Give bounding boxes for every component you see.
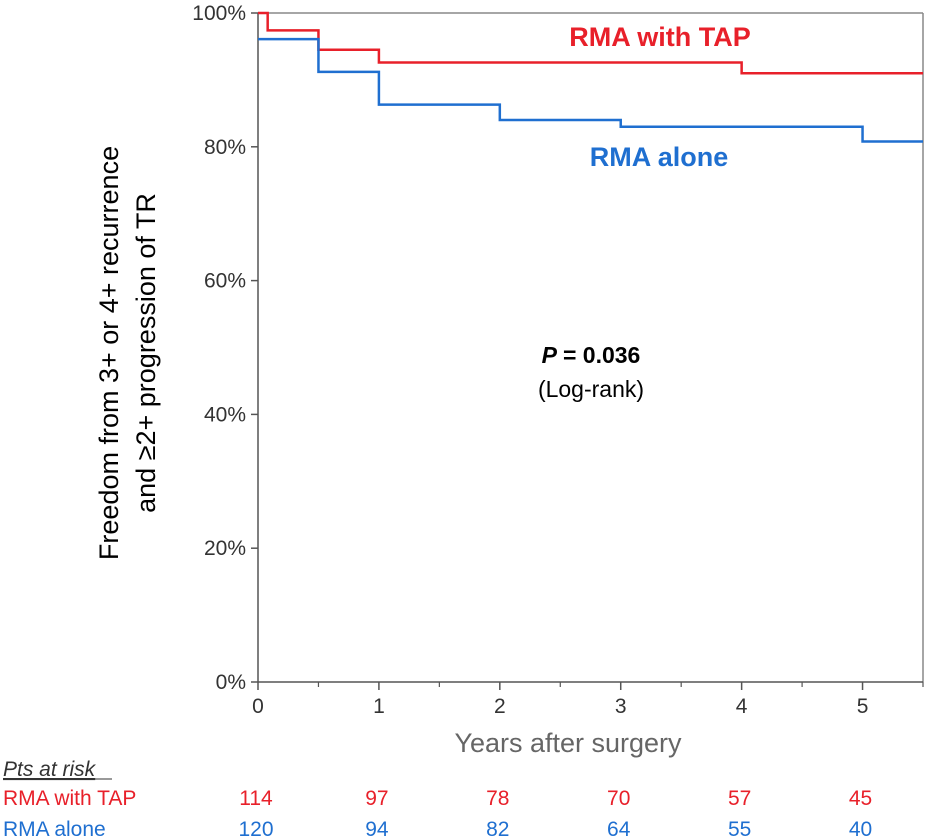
x-tick-label: 5 <box>857 695 869 718</box>
y-axis-title-line1: Freedom from 3+ or 4+ recurrence <box>94 146 124 560</box>
risk-count: 40 <box>849 818 872 838</box>
p-value: = 0.036 <box>563 342 640 368</box>
y-tick-label: 20% <box>204 537 246 560</box>
x-tick-label: 2 <box>494 695 506 718</box>
risk-row-label: RMA with TAP <box>3 787 136 810</box>
risk-count: 78 <box>486 787 509 810</box>
y-tick-label: 60% <box>204 270 246 293</box>
risk-count: 45 <box>849 787 872 810</box>
y-tick-label: 40% <box>204 403 246 426</box>
risk-table-title: Pts at risk <box>3 758 97 781</box>
risk-count: 55 <box>728 818 751 838</box>
y-tick-label: 0% <box>216 671 246 694</box>
test-label: (Log-rank) <box>538 376 644 402</box>
series-label-rma-alone: RMA alone <box>590 142 729 172</box>
x-tick-label: 0 <box>252 695 264 718</box>
risk-count: 82 <box>486 818 509 838</box>
curve-rma-with-tap <box>258 11 923 75</box>
risk-count: 57 <box>728 787 751 810</box>
x-tick-label: 4 <box>736 695 748 718</box>
p-label: P <box>542 342 558 368</box>
risk-count: 94 <box>365 818 389 838</box>
x-axis-title: Years after surgery <box>454 728 682 758</box>
risk-count: 70 <box>607 787 630 810</box>
x-tick-label: 3 <box>615 695 627 718</box>
y-axis-ticks: 0% 20% 40% 60% 80% 100% <box>192 2 258 694</box>
risk-row-label: RMA alone <box>3 818 106 838</box>
x-axis-ticks: 0 1 2 3 4 5 <box>252 682 924 718</box>
risk-count: 114 <box>239 787 273 810</box>
y-tick-label: 80% <box>204 136 246 159</box>
p-value-annotation: P = 0.036 <box>542 342 641 368</box>
risk-table-rows: RMA with TAP 114 97 78 70 57 45 RMA alone 120 94 8… <box>3 787 872 838</box>
x-tick-label: 1 <box>373 695 385 718</box>
series-label-rma-with-tap: RMA with TAP <box>569 22 750 52</box>
y-axis-title-line2: and ≥2+ progression of TR <box>131 193 161 513</box>
risk-count: 64 <box>607 818 631 838</box>
risk-count: 97 <box>365 787 388 810</box>
risk-count: 120 <box>238 818 273 838</box>
curve-rma-alone <box>258 37 923 143</box>
survival-curves <box>258 11 923 143</box>
y-tick-label: 100% <box>192 2 246 25</box>
